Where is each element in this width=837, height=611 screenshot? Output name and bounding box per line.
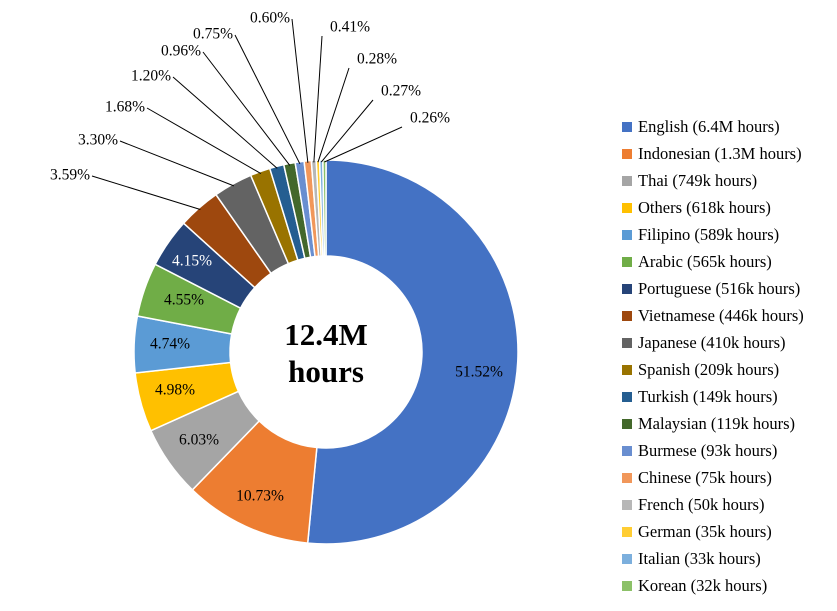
data-label-15: 0.28% [357,51,397,68]
legend-label: Indonesian (1.3M hours) [638,143,802,163]
legend-label: English (6.4M hours) [638,116,780,136]
leader-line-17 [324,126,403,163]
legend-swatch [622,121,632,132]
legend-item: Chinese (75k hours) [622,464,804,491]
data-label-7: 3.59% [50,167,90,184]
data-label-9: 1.68% [105,99,145,116]
legend-swatch [622,364,632,375]
legend-label: Thai (749k hours) [638,170,758,190]
legend-swatch [622,229,632,240]
data-label-4: 4.74% [150,336,190,353]
legend-swatch [622,418,632,429]
legend-label: Korean (32k hours) [638,575,768,595]
slice-17 [322,159,327,257]
leader-line-9 [146,107,262,174]
legend-item: English (6.4M hours) [622,113,804,140]
data-label-13: 0.60% [250,10,290,27]
legend-swatch [622,499,632,510]
legend-item: Portuguese (516k hours) [622,275,804,302]
legend-item: Others (618k hours) [622,194,804,221]
data-label-10: 1.20% [131,68,171,85]
legend-swatch [622,202,632,213]
leader-line-11 [202,51,291,166]
legend-item: Filipino (589k hours) [622,221,804,248]
legend-item: Turkish (149k hours) [622,383,804,410]
legend-item: Japanese (410k hours) [622,329,804,356]
legend-label: Italian (33k hours) [638,548,761,568]
data-label-1: 10.73% [236,488,284,505]
legend-label: Burmese (93k hours) [638,440,778,460]
leader-line-7 [91,175,201,210]
data-label-0: 51.52% [455,364,503,381]
legend-swatch [622,391,632,402]
leader-line-15 [317,67,350,163]
data-label-8: 3.30% [78,132,118,149]
legend-item: Arabic (565k hours) [622,248,804,275]
legend-label: Turkish (149k hours) [638,386,778,406]
legend-swatch [622,337,632,348]
legend-swatch [622,445,632,456]
legend-item: French (50k hours) [622,491,804,518]
legend-swatch [622,526,632,537]
legend-swatch [622,283,632,294]
data-label-3: 4.98% [155,382,195,399]
legend-item: Thai (749k hours) [622,167,804,194]
data-label-16: 0.27% [381,83,421,100]
legend-item: Vietnamese (446k hours) [622,302,804,329]
chart-legend: English (6.4M hours) Indonesian (1.3M hou… [622,113,804,599]
data-label-5: 4.55% [164,292,204,309]
data-label-2: 6.03% [179,432,219,449]
legend-swatch [622,148,632,159]
legend-item: German (35k hours) [622,518,804,545]
legend-label: Vietnamese (446k hours) [638,305,804,325]
slice-0 [306,159,519,545]
legend-item: Burmese (93k hours) [622,437,804,464]
legend-swatch [622,553,632,564]
leader-line-10 [172,76,278,169]
legend-label: French (50k hours) [638,494,765,514]
legend-label: Chinese (75k hours) [638,467,772,487]
leader-line-12 [234,34,301,165]
legend-item: Malaysian (119k hours) [622,410,804,437]
legend-label: Spanish (209k hours) [638,359,780,379]
leader-line-13 [291,18,309,163]
leader-line-14 [313,35,323,163]
data-label-6: 4.15% [172,253,212,270]
legend-item: Indonesian (1.3M hours) [622,140,804,167]
legend-swatch [622,472,632,483]
legend-item: Italian (33k hours) [622,545,804,572]
legend-item: Korean (32k hours) [622,572,804,599]
legend-swatch [622,310,632,321]
leader-line-16 [320,99,374,163]
legend-label: Others (618k hours) [638,197,771,217]
legend-swatch [622,175,632,186]
legend-item: Spanish (209k hours) [622,356,804,383]
legend-label: German (35k hours) [638,521,772,541]
center-label-line-0: 12.4M [284,317,368,352]
legend-label: Malaysian (119k hours) [638,413,796,433]
legend-label: Filipino (589k hours) [638,224,780,244]
data-label-17: 0.26% [410,110,450,127]
legend-swatch [622,256,632,267]
legend-swatch [622,580,632,591]
legend-label: Arabic (565k hours) [638,251,772,271]
legend-label: Portuguese (516k hours) [638,278,801,298]
data-label-11: 0.96% [161,43,201,60]
data-label-14: 0.41% [330,19,370,36]
center-label-line-1: hours [288,354,364,389]
leader-line-8 [119,140,235,187]
data-label-12: 0.75% [193,26,233,43]
legend-label: Japanese (410k hours) [638,332,786,352]
